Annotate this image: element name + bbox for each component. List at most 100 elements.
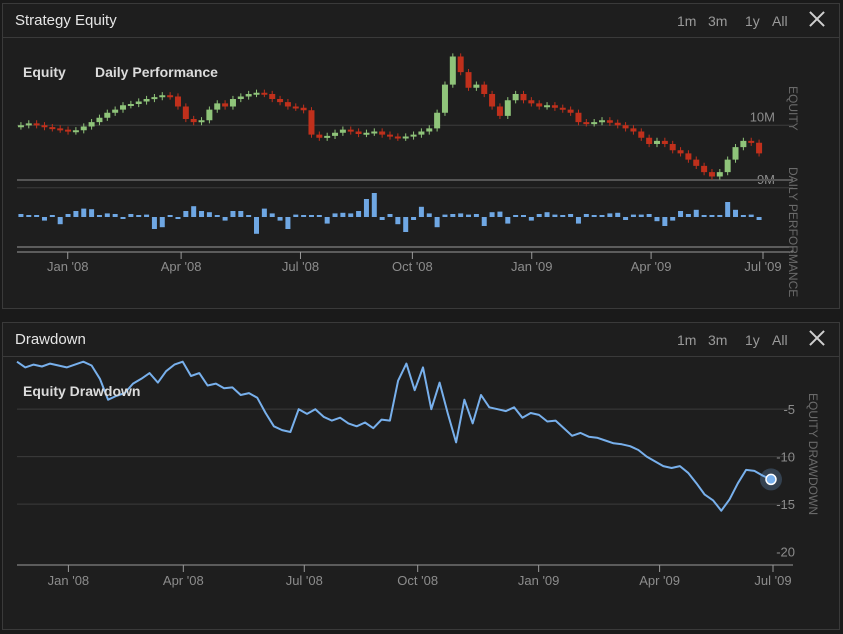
equity-candle [701,165,708,173]
equity-candle [441,84,448,113]
equity-candle [33,123,40,126]
equity-candle [57,128,64,131]
range-all-button[interactable]: All [772,332,788,348]
equity-candle [591,122,598,125]
equity-candle [504,100,511,116]
x-tick-label: Apr '09 [631,259,672,274]
y-tick-label: -5 [783,402,795,417]
daily-performance-bar [246,215,252,217]
x-tick-label: Jul '09 [754,573,791,588]
range-all-button[interactable]: All [772,13,788,29]
equity-candle [583,122,590,125]
equity-candle [88,122,95,127]
daily-performance-bar [277,217,283,221]
daily-performance-bar [638,214,644,217]
x-tick-label: Jul '08 [282,259,319,274]
daily-performance-bar [254,217,260,234]
equity-candle [661,140,668,144]
equity-candle [449,56,456,85]
y-tick-label: -15 [776,497,795,512]
range-1m-button[interactable]: 1m [677,332,697,348]
daily-performance-bar [214,215,220,217]
equity-candle [120,105,127,110]
equity-candle [206,109,213,121]
daily-performance-bar [261,208,267,217]
daily-performance-bar [458,213,464,217]
equity-candle [520,94,527,101]
range-1y-button[interactable]: 1y [745,332,760,348]
range-1y-button[interactable]: 1y [745,13,760,29]
equity-candle [740,140,747,148]
equity-candle [237,96,244,99]
daily-performance-bar [81,208,87,217]
equity-candle [402,136,409,139]
daily-performance-bar [356,211,362,217]
x-tick-label: Jan '08 [47,259,89,274]
daily-performance-bar [403,217,409,232]
equity-candle [214,103,221,110]
range-1m-button[interactable]: 1m [677,13,697,29]
equity-candle [143,99,150,102]
daily-performance-bar [560,215,566,217]
legend-equity[interactable]: Equity [23,64,66,80]
daily-performance-bar [591,215,597,217]
equity-candle [269,94,276,99]
equity-candle [473,84,480,88]
daily-performance-bar [426,213,432,217]
daily-performance-bar [489,212,495,217]
daily-performance-bar [308,215,314,217]
daily-performance-bar [583,214,589,217]
equity-candle [693,159,700,166]
daily-performance-bar [395,217,401,225]
equity-candle [457,56,464,73]
daily-performance-bar [191,206,197,217]
equity-candle [528,100,535,104]
legend-daily-performance[interactable]: Daily Performance [95,64,218,80]
daily-performance-bar [340,212,346,217]
daily-performance-bar [442,214,448,217]
equity-candle [222,103,229,107]
equity-candle [669,144,676,151]
daily-performance-bar [199,211,205,217]
legend-equity-drawdown[interactable]: Equity Drawdown [23,383,140,399]
daily-performance-bar [513,215,519,217]
range-3m-button[interactable]: 3m [708,13,728,29]
daily-performance-bar [756,217,762,220]
equity-candle [182,106,189,119]
x-tick-label: Oct '08 [397,573,438,588]
daily-performance-bar [450,214,456,217]
equity-candle [724,159,731,173]
daily-performance-bar [57,217,63,225]
y-tick-label: -10 [776,450,795,465]
equity-candle [512,94,519,101]
range-3m-button[interactable]: 3m [708,332,728,348]
equity-candle [332,132,339,136]
equity-candle [426,128,433,132]
daily-performance-bar [505,217,511,224]
equity-candle [622,125,629,129]
daily-performance-bar [316,215,322,217]
daily-performance-bar [709,215,715,217]
daily-performance-bar [348,213,354,217]
equity-candle [606,120,613,123]
daily-performance-bar [552,214,558,217]
equity-candle [371,131,378,134]
daily-performance-bar [128,214,134,217]
equity-candle [277,99,284,103]
daily-performance-bar [230,211,236,217]
equity-candle [496,106,503,116]
daily-performance-bar [167,215,173,217]
daily-performance-bar [332,213,338,217]
equity-candle [96,117,103,123]
equity-candle [261,92,268,95]
equity-candle [716,172,723,177]
equity-candle [410,134,417,137]
equity-candle [65,129,72,132]
daily-performance-bar [646,214,652,217]
y-tick-label: 10M [750,109,775,124]
panel-header: Drawdown 1m 3m 1y All [3,323,839,357]
daily-performance-bar [104,213,110,217]
equity-candle [159,95,166,98]
equity-candle [80,126,87,131]
